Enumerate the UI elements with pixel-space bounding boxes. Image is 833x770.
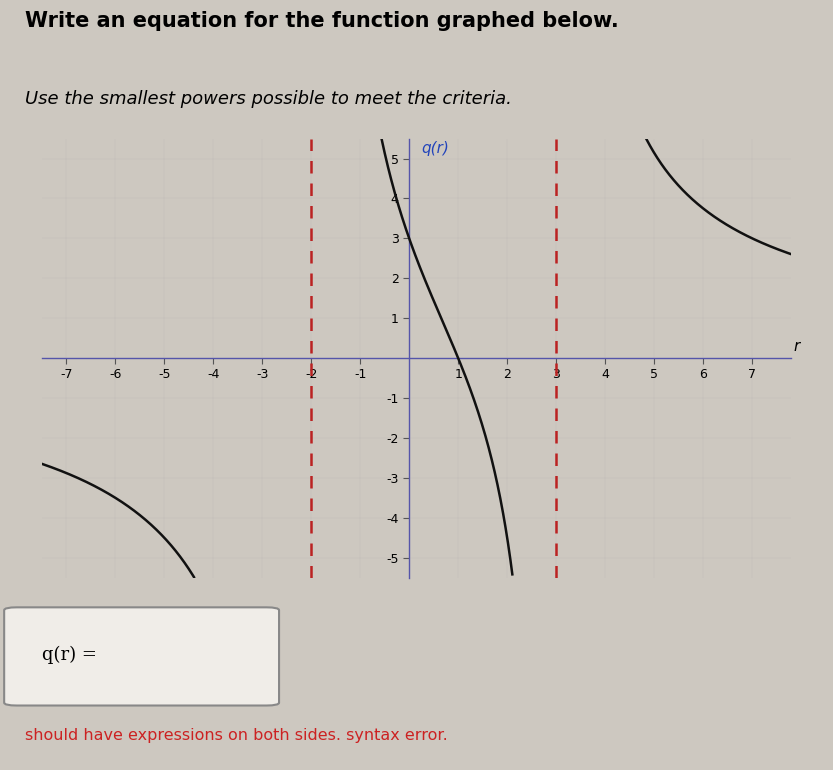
Text: q(r) =: q(r) = (42, 645, 97, 664)
Text: Use the smallest powers possible to meet the criteria.: Use the smallest powers possible to meet… (25, 90, 511, 108)
Text: should have expressions on both sides. syntax error.: should have expressions on both sides. s… (25, 728, 448, 743)
Text: Write an equation for the function graphed below.: Write an equation for the function graph… (25, 11, 619, 31)
Text: r: r (794, 340, 800, 354)
FancyBboxPatch shape (4, 608, 279, 705)
Text: q(r): q(r) (421, 141, 449, 156)
